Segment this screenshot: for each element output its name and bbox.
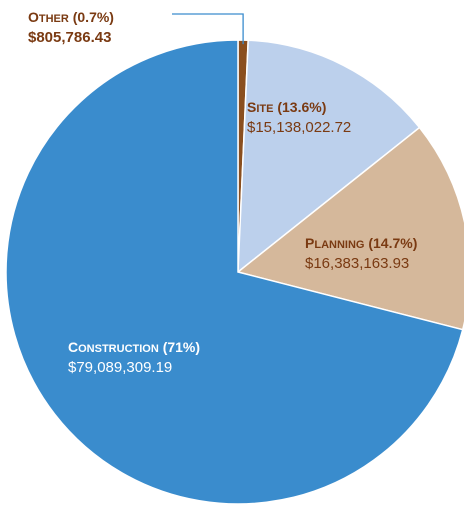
slice-value-planning: $16,383,163.93	[305, 255, 409, 272]
pie-slice-construction	[5, 39, 464, 505]
slice-label-planning: PLANNING (14.7%)	[305, 235, 417, 251]
slice-label-site: SITE (13.6%)	[247, 99, 326, 115]
pie-slices	[5, 39, 464, 505]
other-leader-line	[172, 13, 244, 45]
slice-value-site: $15,138,022.72	[247, 119, 351, 136]
pie-slice-site	[237, 39, 421, 274]
pie-slice-planning	[236, 126, 464, 331]
slice-label-construction: CONSTRUCTION (71%)	[68, 339, 200, 355]
slice-label-other: OTHER (0.7%)	[28, 9, 114, 25]
slice-value-construction: $79,089,309.19	[68, 359, 172, 376]
slice-value-other: $805,786.43	[28, 29, 111, 46]
